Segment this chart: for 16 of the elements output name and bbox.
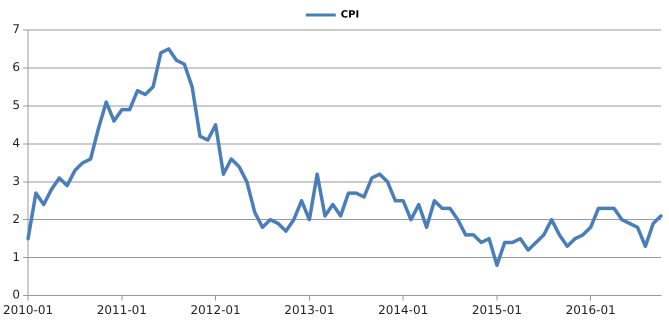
x-tick-label: 2013-01 [284, 302, 334, 317]
x-tick-label: 2016-01 [566, 302, 616, 317]
y-tick-label: 2 [12, 212, 20, 226]
y-tick-label: 4 [12, 136, 20, 150]
x-tick-label: 2015-01 [472, 302, 522, 317]
x-tick-label: 2012-01 [190, 302, 241, 317]
y-tick-label: 7 [12, 22, 20, 36]
y-tick-label: 0 [12, 288, 20, 302]
x-tick-label: 2011-01 [96, 302, 147, 317]
x-tick-label: 2010-01 [3, 302, 54, 317]
y-tick-label: 6 [12, 60, 20, 74]
y-tick-label: 3 [12, 174, 20, 188]
y-tick-label: 1 [12, 250, 20, 264]
x-tick-label: 2014-01 [378, 302, 428, 317]
y-tick-label: 5 [12, 98, 20, 112]
legend-label: CPI [340, 10, 360, 21]
